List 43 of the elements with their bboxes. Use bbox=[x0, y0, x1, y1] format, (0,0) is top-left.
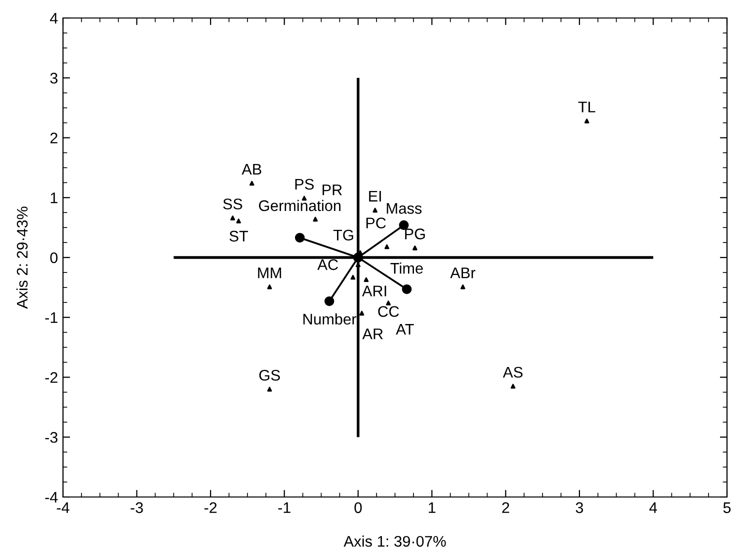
x-tick-label: 4 bbox=[649, 502, 658, 513]
x-tick-label: 5 bbox=[723, 502, 731, 514]
x-tick-label: 0 bbox=[354, 502, 362, 514]
annotation: GS bbox=[259, 370, 280, 381]
annotation: AR bbox=[362, 328, 383, 340]
annotation: AB bbox=[242, 164, 262, 175]
x-tick-label: -2 bbox=[204, 502, 217, 513]
y-tick-label: 3 bbox=[50, 72, 58, 84]
annotation: AC bbox=[317, 259, 338, 270]
series-label: Time bbox=[390, 262, 423, 274]
series-label: Germination bbox=[258, 200, 340, 212]
y-tick-label: -2 bbox=[45, 372, 58, 383]
series-label: Number bbox=[303, 313, 356, 325]
annotation: PS bbox=[295, 178, 314, 190]
annotation: TG bbox=[333, 230, 354, 241]
y-tick-label: -4 bbox=[45, 492, 58, 503]
annotation: ST bbox=[230, 230, 248, 242]
y-axis-title: Axis 2: 29·43% bbox=[16, 206, 28, 309]
x-tick-label: 2 bbox=[502, 502, 510, 513]
x-tick-label: 3 bbox=[576, 502, 584, 514]
annotation: SS bbox=[223, 198, 242, 210]
y-tick-label: -3 bbox=[45, 432, 58, 443]
y-tick-label: 1 bbox=[50, 192, 58, 204]
annotation: AS bbox=[502, 366, 523, 378]
x-tick-label: -1 bbox=[278, 502, 290, 513]
x-tick-label: -3 bbox=[130, 502, 143, 514]
annotation: EI bbox=[369, 190, 381, 202]
x-tick-label: 1 bbox=[428, 502, 436, 513]
annotation: PC bbox=[366, 218, 386, 228]
annotation: PR bbox=[322, 184, 342, 196]
annotation: CC bbox=[378, 306, 399, 317]
annotation: ABr bbox=[450, 268, 476, 278]
y-tick-label: 4 bbox=[50, 13, 58, 24]
annotation: AT bbox=[396, 324, 414, 335]
annotation: MM bbox=[258, 268, 282, 278]
series-label: Mass bbox=[386, 203, 422, 214]
y-tick-label: -1 bbox=[45, 312, 58, 323]
x-axis-title: Axis 1: 39·07% bbox=[344, 536, 446, 547]
annotation: TL bbox=[578, 102, 596, 112]
y-tick-label: 2 bbox=[50, 132, 58, 144]
annotation: ARI bbox=[362, 286, 386, 296]
annotation: PG bbox=[405, 228, 425, 240]
y-tick-label: 0 bbox=[50, 252, 58, 264]
